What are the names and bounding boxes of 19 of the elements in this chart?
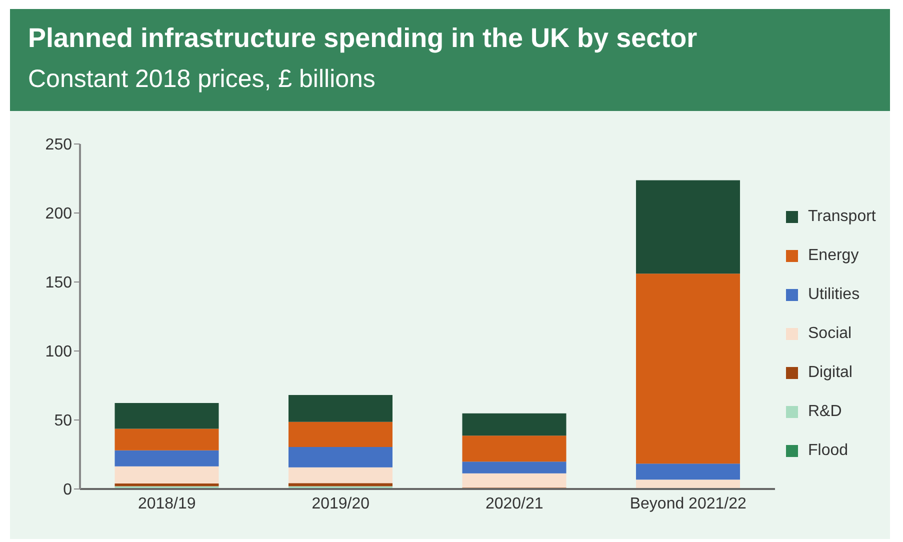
legend-label: Transport (807, 206, 876, 226)
y-tick-label: 0 (63, 482, 72, 499)
legend-label: R&D (807, 402, 843, 422)
legend-label: Flood (807, 440, 850, 460)
legend-label: Social (807, 324, 853, 344)
x-tick-label: 2019/20 (312, 495, 370, 512)
y-tick-label: 100 (45, 344, 72, 361)
legend-label: Energy (807, 246, 860, 266)
y-tick-label: 150 (45, 274, 72, 292)
x-tick-label: 2020/21 (485, 495, 544, 512)
y-tick-label: 200 (45, 206, 72, 223)
legend-label: Utilities (807, 284, 861, 304)
x-tick-label: 2018/19 (138, 495, 196, 512)
chart-subtitle: Constant 2018 prices, £ billions (28, 65, 376, 94)
y-tick-label: 250 (45, 136, 72, 154)
chart-title: Planned infrastructure spending in the UK by sector (28, 23, 698, 54)
y-tick-label: 50 (54, 412, 72, 430)
x-tick-label: Beyond 2021/22 (630, 495, 746, 512)
legend-label: Digital (807, 362, 854, 382)
